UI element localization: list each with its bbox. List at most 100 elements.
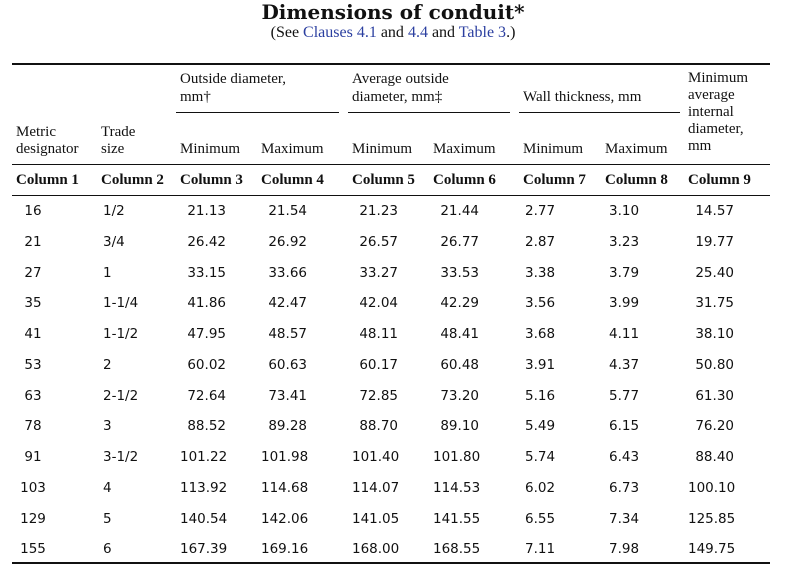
subheader-minimum: Minimum xyxy=(352,141,413,157)
cell-outside-max: 48.57 xyxy=(268,326,307,342)
page-title: Dimensions of conduit* xyxy=(261,0,525,24)
header-metric-designator: designator xyxy=(16,141,79,157)
subheader-maximum: Maximum xyxy=(261,141,324,157)
cell-avg-outside-max: 89.10 xyxy=(440,418,479,434)
cell-outside-max: 60.63 xyxy=(268,357,307,373)
subtitle-close: .) xyxy=(506,24,516,41)
cell-metric-designator: 41 xyxy=(24,326,42,342)
cell-metric-designator: 78 xyxy=(24,418,42,434)
cell-wall-max: 7.34 xyxy=(609,511,640,527)
cell-avg-outside-min: 101.40 xyxy=(352,449,400,465)
cell-avg-outside-min: 72.85 xyxy=(359,388,398,404)
cell-avg-outside-min: 21.23 xyxy=(359,203,398,219)
cell-avg-outside-max: 60.48 xyxy=(440,357,479,373)
cell-wall-max: 4.11 xyxy=(609,326,640,342)
cell-trade-size: 2 xyxy=(103,357,112,373)
column-label: Column 7 xyxy=(523,172,586,188)
cell-avg-outside-min: 33.27 xyxy=(359,265,398,281)
cell-avg-outside-max: 42.29 xyxy=(440,295,479,311)
cell-outside-min: 167.39 xyxy=(180,541,228,557)
cell-metric-designator: 35 xyxy=(24,295,42,311)
column-label: Column 4 xyxy=(261,172,324,188)
group-rule-average-outside xyxy=(348,112,510,113)
cell-min-avg-internal: 50.80 xyxy=(695,357,734,373)
cell-trade-size: 1/2 xyxy=(103,203,125,219)
cell-outside-max: 42.47 xyxy=(268,295,307,311)
cell-outside-min: 113.92 xyxy=(180,480,228,496)
cell-wall-min: 2.87 xyxy=(525,234,556,250)
cell-trade-size: 1-1/4 xyxy=(103,295,139,311)
cell-outside-min: 60.02 xyxy=(187,357,226,373)
group-rule-wall-thickness xyxy=(519,112,680,113)
cell-avg-outside-max: 168.55 xyxy=(433,541,481,557)
cell-outside-max: 21.54 xyxy=(268,203,307,219)
cell-wall-min: 3.56 xyxy=(525,295,556,311)
cell-metric-designator: 103 xyxy=(20,480,46,496)
cell-wall-max: 6.73 xyxy=(609,480,640,496)
cell-wall-max: 3.23 xyxy=(609,234,640,250)
cell-trade-size: 3 xyxy=(103,418,112,434)
cell-min-avg-internal: 149.75 xyxy=(688,541,736,557)
subheader-minimum: Minimum xyxy=(180,141,241,157)
cell-metric-designator: 129 xyxy=(20,511,46,527)
cell-min-avg-internal: 88.40 xyxy=(695,449,734,465)
cell-outside-min: 41.86 xyxy=(187,295,226,311)
cell-metric-designator: 63 xyxy=(24,388,42,404)
header-outside-diameter: Outside diameter, xyxy=(180,71,287,87)
cell-outside-min: 101.22 xyxy=(180,449,228,465)
cell-avg-outside-min: 141.05 xyxy=(352,511,400,527)
clauses-4-1-link[interactable]: Clauses 4.1 xyxy=(303,24,377,41)
cell-trade-size: 1 xyxy=(103,265,112,281)
subtitle-and: and xyxy=(427,24,459,41)
cell-min-avg-internal: 14.57 xyxy=(695,203,734,219)
cell-wall-min: 7.11 xyxy=(525,541,556,557)
cell-wall-min: 6.55 xyxy=(525,511,556,527)
header-min-avg-internal-diameter: internal xyxy=(688,104,734,120)
cell-trade-size: 2-1/2 xyxy=(103,388,139,404)
table-3-link[interactable]: Table 3 xyxy=(458,24,507,41)
cell-min-avg-internal: 25.40 xyxy=(695,265,734,281)
cell-outside-max: 114.68 xyxy=(261,480,309,496)
column-label: Column 2 xyxy=(101,172,164,188)
cell-min-avg-internal: 76.20 xyxy=(695,418,734,434)
cell-wall-min: 3.38 xyxy=(525,265,556,281)
subheader-minimum: Minimum xyxy=(523,141,584,157)
cell-wall-min: 5.49 xyxy=(525,418,556,434)
cell-outside-min: 21.13 xyxy=(187,203,226,219)
cell-wall-min: 2.77 xyxy=(525,203,556,219)
cell-trade-size: 1-1/2 xyxy=(103,326,139,342)
cell-wall-max: 4.37 xyxy=(609,357,640,373)
cell-wall-max: 6.43 xyxy=(609,449,640,465)
cell-outside-max: 33.66 xyxy=(268,265,307,281)
cell-outside-max: 26.92 xyxy=(268,234,307,250)
cell-metric-designator: 16 xyxy=(24,203,42,219)
cell-wall-min: 3.91 xyxy=(525,357,556,373)
header-trade-size: size xyxy=(101,141,125,157)
header-outside-diameter: mm† xyxy=(180,89,211,105)
cell-trade-size: 5 xyxy=(103,511,112,527)
cell-avg-outside-min: 168.00 xyxy=(352,541,400,557)
header-trade-size: Trade xyxy=(101,124,136,140)
cell-outside-min: 140.54 xyxy=(180,511,228,527)
cell-wall-max: 5.77 xyxy=(609,388,640,404)
table-top-rule xyxy=(12,63,770,65)
subtitle: (See Clauses 4.1 and 4.4 and Table 3.) xyxy=(0,23,786,43)
cell-avg-outside-max: 26.77 xyxy=(440,234,479,250)
cell-wall-min: 5.16 xyxy=(525,388,556,404)
cell-trade-size: 6 xyxy=(103,541,112,557)
cell-outside-max: 89.28 xyxy=(268,418,307,434)
column-label: Column 9 xyxy=(688,172,751,188)
cell-min-avg-internal: 125.85 xyxy=(688,511,736,527)
cell-wall-min: 5.74 xyxy=(525,449,556,465)
cell-metric-designator: 21 xyxy=(24,234,42,250)
cell-avg-outside-max: 21.44 xyxy=(440,203,479,219)
column-label: Column 5 xyxy=(352,172,415,188)
header-min-avg-internal-diameter: mm xyxy=(688,138,712,154)
cell-avg-outside-max: 141.55 xyxy=(433,511,481,527)
cell-outside-min: 26.42 xyxy=(187,234,226,250)
cell-avg-outside-min: 26.57 xyxy=(359,234,398,250)
subheader-maximum: Maximum xyxy=(605,141,668,157)
cell-trade-size: 3-1/2 xyxy=(103,449,139,465)
header-average-outside-diameter: diameter, mm‡ xyxy=(352,89,443,105)
clause-4-4-link[interactable]: 4.4 xyxy=(407,24,428,41)
